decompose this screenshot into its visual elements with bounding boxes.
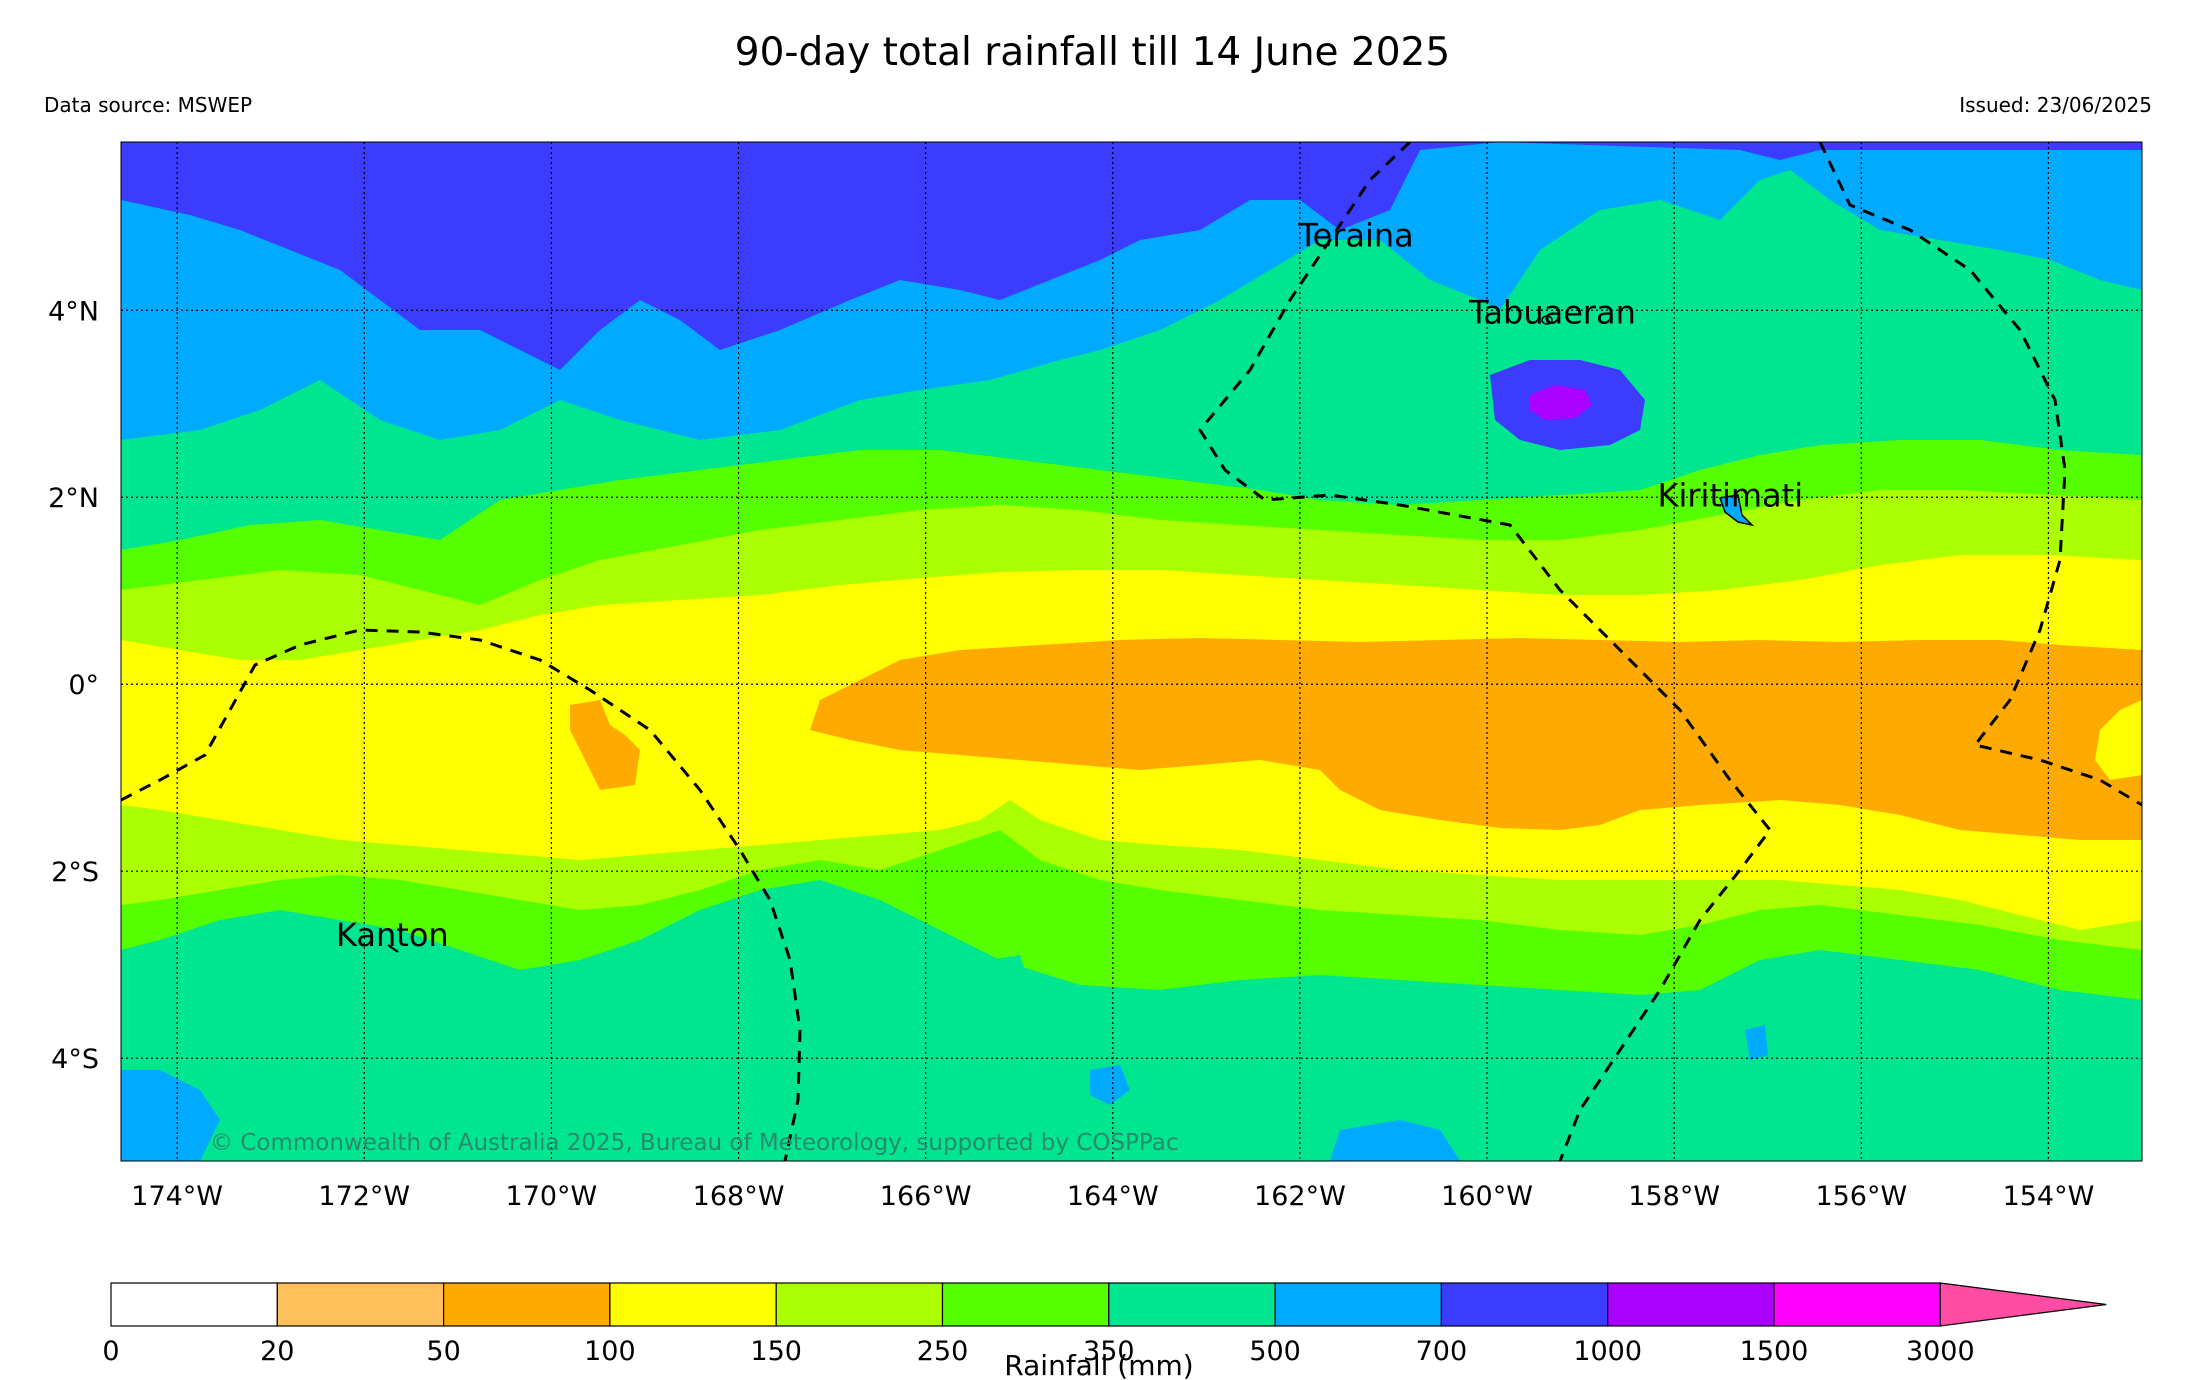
colorbar-swatch xyxy=(775,1282,944,1327)
band-50-100-patch xyxy=(570,700,640,790)
data-source-label: Data source: MSWEP xyxy=(44,93,253,117)
colorbar-swatch xyxy=(110,1282,278,1327)
longitude-tick-labels: 174°W 172°W 170°W 168°W 166°W 164°W 162°W 160°W… xyxy=(131,1181,2094,1212)
colorbar-swatch xyxy=(276,1282,445,1327)
longitude-tick-label: 164°W xyxy=(1067,1181,1159,1212)
eez-boundaries xyxy=(121,142,2142,1161)
colorbar-swatch xyxy=(1108,1282,1276,1327)
colorbar-tick-label: 20 xyxy=(260,1336,294,1367)
band-1000-1500-blob xyxy=(1530,385,1592,420)
longitude-tick-label: 156°W xyxy=(1815,1181,1907,1212)
map-title: 90-day total rainfall till 14 June 2025 xyxy=(734,30,1451,75)
colorbar-swatch xyxy=(1773,1282,1941,1327)
band-350-500-south xyxy=(121,975,2142,1161)
longitude-tick-label: 154°W xyxy=(2003,1181,2095,1212)
colorbar-tick-label: 1500 xyxy=(1740,1336,1809,1367)
longitude-tick-label: 172°W xyxy=(318,1181,410,1212)
latitude-tick-label: 2°N xyxy=(48,483,99,514)
colorbar-tick-label: 500 xyxy=(1249,1336,1301,1367)
band-100-150-patch xyxy=(2110,705,2142,770)
colorbar-swatch xyxy=(609,1282,777,1327)
colorbar-tick-label: 700 xyxy=(1416,1336,1468,1367)
graticule xyxy=(121,142,2142,1161)
longitude-tick-label: 166°W xyxy=(880,1181,972,1212)
colorbar-tick-label: 250 xyxy=(917,1336,969,1367)
place-label: Tabuaeran xyxy=(1468,293,1636,331)
copyright-notice: © Commonwealth of Australia 2025, Bureau… xyxy=(210,1130,1179,1156)
colorbar-tick-label: 50 xyxy=(426,1336,460,1367)
colorbar-tick-label: 350 xyxy=(1083,1336,1135,1367)
place-labels: Teraina Tabuaeran Kiritimati Kanton xyxy=(336,217,1803,954)
place-label: Teraina xyxy=(1297,217,1413,255)
colorbar-swatch xyxy=(1607,1282,1775,1327)
issued-date-label: Issued: 23/06/2025 xyxy=(1959,93,2152,117)
colorbar-tick-label: 0 xyxy=(102,1336,119,1367)
eez-boundary-east xyxy=(1818,142,2142,807)
latitude-tick-label: 4°N xyxy=(48,296,99,327)
eez-boundary-line-islands xyxy=(1198,142,1772,1161)
longitude-tick-label: 168°W xyxy=(693,1181,785,1212)
map-frame xyxy=(120,141,2143,1162)
band-500-700-south-4 xyxy=(1745,1025,1768,1060)
band-350-500-patch-2 xyxy=(415,955,460,1000)
longitude-tick-label: 174°W xyxy=(131,1181,223,1212)
band-500-700-south-1 xyxy=(121,1070,220,1161)
rainfall-field: © Commonwealth of Australia 2025, Bureau… xyxy=(121,142,2142,1161)
colorbar-swatch xyxy=(941,1282,1110,1327)
longitude-tick-label: 160°W xyxy=(1441,1181,1533,1212)
place-label: Kanton xyxy=(336,916,449,954)
colorbar-swatch xyxy=(1274,1282,1442,1327)
latitude-tick-label: 2°S xyxy=(51,857,99,888)
rainfall-colorbar: 0 20 50 100 150 250 350 500 700 1000 1500 3000 xyxy=(102,1282,2107,1367)
band-50-100 xyxy=(810,638,2142,840)
longitude-tick-label: 170°W xyxy=(506,1181,598,1212)
colorbar-tick-label: 1000 xyxy=(1573,1336,1642,1367)
longitude-tick-label: 158°W xyxy=(1628,1181,1720,1212)
longitude-tick-label: 162°W xyxy=(1254,1181,1346,1212)
colorbar-swatch xyxy=(443,1282,611,1327)
colorbar-tick-label: 150 xyxy=(750,1336,802,1367)
latitude-tick-label: 4°S xyxy=(51,1044,99,1075)
colorbar-tick-label: 3000 xyxy=(1906,1336,1975,1367)
band-500-700-south-3 xyxy=(1090,1065,1130,1105)
colorbar-swatch xyxy=(1440,1282,1609,1327)
band-350-500-patch-1 xyxy=(990,955,1030,1000)
latitude-tick-labels: 4°N 2°N 0° 2°S 4°S xyxy=(48,296,99,1075)
colorbar-tick-label: 100 xyxy=(584,1336,636,1367)
eez-boundary-phoenix xyxy=(121,628,802,1161)
tabuaeran-island-outline xyxy=(1541,315,1553,325)
colorbar-extend-arrow xyxy=(1939,1282,2107,1327)
latitude-tick-label: 0° xyxy=(68,670,99,701)
kiritimati-island-outline xyxy=(1718,494,1755,527)
kanton-island-outline xyxy=(387,944,399,953)
place-label: Kiritimati xyxy=(1658,477,1804,515)
band-700-1000-north xyxy=(121,142,2142,370)
colorbar-title: Rainfall (mm) xyxy=(1004,1349,1193,1380)
band-500-700-south-2 xyxy=(1330,1120,1460,1161)
